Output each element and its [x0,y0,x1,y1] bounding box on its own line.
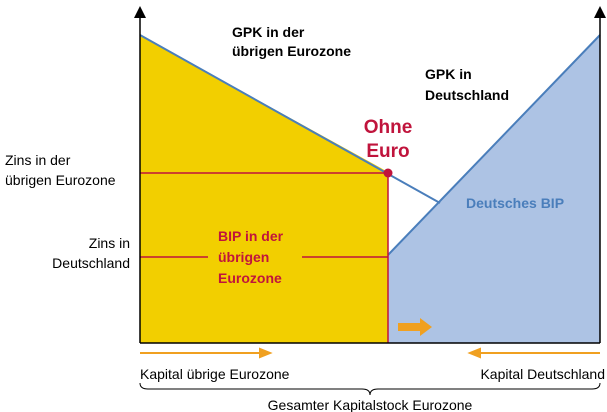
label: Kapital übrige Eurozone [140,366,290,382]
arrow-left [140,347,273,359]
area-bip-de [388,35,600,343]
label: übrigen [218,249,269,265]
label: Zins in [89,235,130,251]
label: übrigen Eurozone [5,172,116,188]
label: Deutschland [52,255,130,271]
label: Gesamter Kapitalstock Eurozone [268,397,473,412]
brace [139,382,601,396]
arrow-right [467,347,600,359]
label: Deutsches BIP [466,195,564,211]
equilibrium-dot [383,168,393,178]
curve-gpk-de [387,34,601,256]
label: Ohne [364,117,413,138]
label: Euro [366,141,409,162]
label: GPK in der [232,24,305,40]
label: Eurozone [218,270,282,286]
label: GPK in [425,66,472,82]
label: Kapital Deutschland [480,366,605,382]
area-bip-rest [140,35,388,343]
shift-arrow [398,318,432,336]
label: übrigen Eurozone [232,43,351,59]
label: Deutschland [425,87,509,103]
label: BIP in der [218,228,284,244]
label: Zins in der [5,152,71,168]
